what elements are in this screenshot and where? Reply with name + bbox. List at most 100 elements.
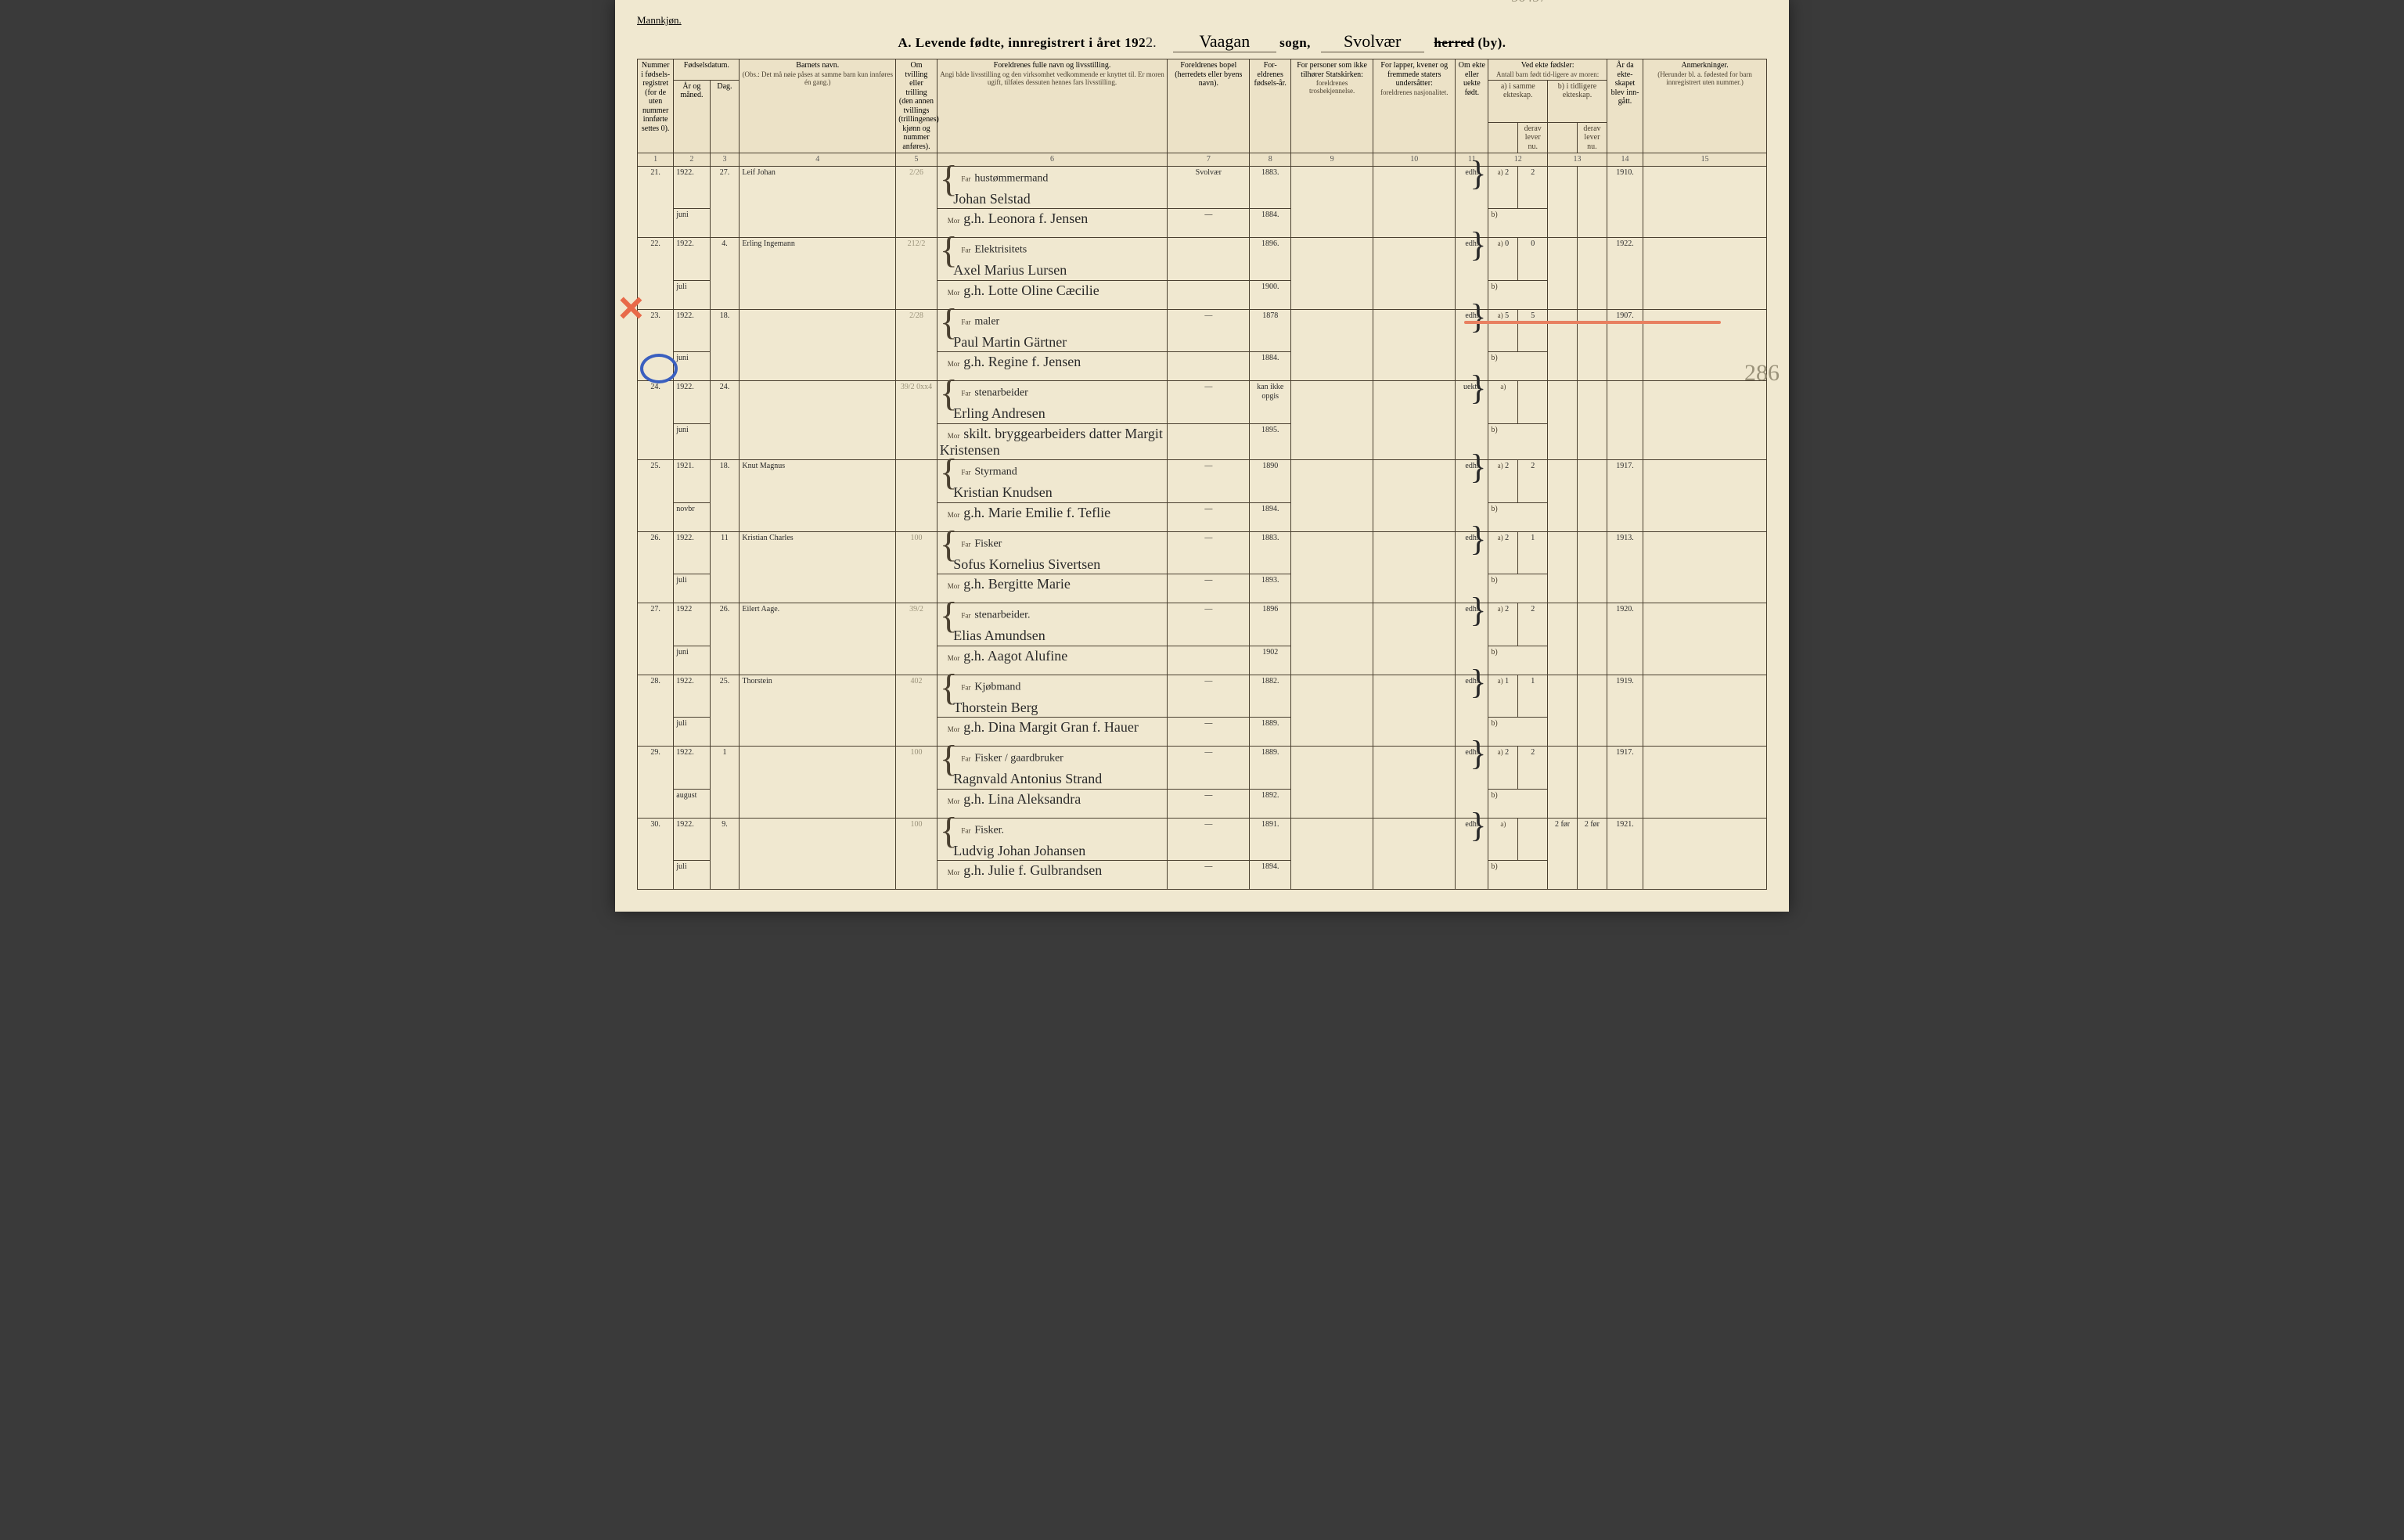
cell-year-married: 1921. bbox=[1607, 818, 1643, 889]
cell-child-name: Erling Ingemann bbox=[740, 238, 896, 309]
cell-far: { Far Kjøbmand Thorstein Berg bbox=[937, 675, 1167, 717]
cell-year: 1922. bbox=[674, 381, 710, 423]
cell-year: 1921. bbox=[674, 460, 710, 502]
col-trosbekjennelse: For personer som ikke tilhører Statskirk… bbox=[1291, 59, 1373, 153]
herred-value: Svolvær bbox=[1321, 31, 1424, 52]
cell-year-married: 1910. bbox=[1607, 167, 1643, 238]
cell-twin bbox=[896, 460, 937, 531]
record-row-far: 27.192226.Eilert Aage.39/2{ Far stenarbe… bbox=[638, 603, 1767, 646]
cell-nummer: 25. bbox=[638, 460, 674, 531]
cell-far: { Far maler Paul Martin Gärtner bbox=[937, 309, 1167, 351]
cell-a1: a) bbox=[1488, 818, 1518, 860]
cell-a2: 2 bbox=[1518, 603, 1548, 646]
cell-fy-far: 1896 bbox=[1250, 603, 1291, 646]
cell-twin: 39/2 0xx4 bbox=[896, 381, 937, 460]
col-tros-head: For personer som ikke tilhører Statskirk… bbox=[1294, 61, 1370, 79]
cell-fy-mor: 1895. bbox=[1250, 423, 1291, 459]
cell-far: { Far stenarbeider Erling Andresen bbox=[937, 381, 1167, 423]
cell-nummer: 23. bbox=[638, 309, 674, 380]
cell-far: { Far stenarbeider. Elias Amundsen bbox=[937, 603, 1167, 646]
colnum-2: 2 bbox=[674, 153, 710, 167]
cell-fy-far: 1882. bbox=[1250, 675, 1291, 717]
colnum-4: 4 bbox=[740, 153, 896, 167]
cell-nummer: 29. bbox=[638, 747, 674, 818]
col-bopel: Foreldrenes bopel (herredets eller byens… bbox=[1168, 59, 1250, 153]
cell-mor: Mor g.h. Dina Margit Gran f. Hauer bbox=[937, 718, 1167, 747]
cell-a2: 1 bbox=[1518, 675, 1548, 717]
col-ved-ekte-head: Ved ekte fødsler: bbox=[1491, 61, 1603, 70]
colnum-5: 5 bbox=[896, 153, 937, 167]
cell-year-married: 1919. bbox=[1607, 675, 1643, 746]
col-anmerkninger: Anmerkninger. (Herunder bl. a. fødested … bbox=[1643, 59, 1767, 153]
cell-fy-far: kan ikke opgis bbox=[1250, 381, 1291, 423]
cell-twin: 2/28 bbox=[896, 309, 937, 380]
cell-tros bbox=[1291, 167, 1373, 238]
cell-anmerkninger bbox=[1643, 747, 1767, 818]
cell-nasj bbox=[1373, 460, 1456, 531]
cell-year: 1922. bbox=[674, 675, 710, 717]
colnum-9: 9 bbox=[1291, 153, 1373, 167]
cell-year: 1922. bbox=[674, 531, 710, 574]
cell-b-label: b) bbox=[1488, 861, 1548, 890]
cell-fy-far: 1896. bbox=[1250, 238, 1291, 280]
cell-tros bbox=[1291, 381, 1373, 460]
col-ved-ekte: Ved ekte fødsler: Antall barn født tid-l… bbox=[1488, 59, 1607, 81]
colnum-15: 15 bbox=[1643, 153, 1767, 167]
cell-fy-mor: 1892. bbox=[1250, 789, 1291, 818]
cell-nummer: 22. bbox=[638, 238, 674, 309]
cell-bopel-mor: — bbox=[1168, 789, 1250, 818]
cell-twin: 100 bbox=[896, 818, 937, 889]
cell-b-label: b) bbox=[1488, 352, 1548, 381]
title-year-suffix: 2. bbox=[1146, 34, 1157, 50]
cell-a2: 2 bbox=[1518, 460, 1548, 502]
cell-bopel-far: — bbox=[1168, 381, 1250, 423]
cell-nasj bbox=[1373, 531, 1456, 603]
cell-day: 1 bbox=[710, 747, 740, 818]
col-anm-sub: (Herunder bl. a. fødested for barn innre… bbox=[1646, 70, 1764, 87]
cell-year: 1922. bbox=[674, 747, 710, 789]
cell-mor: Mor g.h. Marie Emilie f. Teflie bbox=[937, 502, 1167, 531]
cell-bopel-mor bbox=[1168, 280, 1250, 309]
cell-bopel-far: — bbox=[1168, 747, 1250, 789]
cell-a2 bbox=[1518, 381, 1548, 423]
cell-month: august bbox=[674, 789, 710, 818]
cell-far: { Far Fisker / gaardbruker Ragnvald Anto… bbox=[937, 747, 1167, 789]
cell-year: 1922. bbox=[674, 238, 710, 280]
cell-anmerkninger bbox=[1643, 818, 1767, 889]
cell-b1 bbox=[1548, 747, 1578, 818]
col-anm-head: Anmerkninger. bbox=[1646, 61, 1764, 70]
cell-nasj bbox=[1373, 309, 1456, 380]
cell-anmerkninger bbox=[1643, 238, 1767, 309]
cell-month: juni bbox=[674, 646, 710, 675]
cell-nummer: 28. bbox=[638, 675, 674, 746]
cell-fy-mor: 1894. bbox=[1250, 861, 1291, 890]
colnum-1: 1 bbox=[638, 153, 674, 167]
cell-b2 bbox=[1577, 167, 1607, 238]
cell-year: 1922. bbox=[674, 309, 710, 351]
cell-b2 bbox=[1577, 381, 1607, 460]
cell-b-label: b) bbox=[1488, 718, 1548, 747]
col-nasjonalitet: For lapper, kvener og fremmede staters u… bbox=[1373, 59, 1456, 153]
cell-a1: a) bbox=[1488, 381, 1518, 423]
cell-bopel-mor bbox=[1168, 352, 1250, 381]
col-ekte-uekte: Om ekte eller uekte født. bbox=[1456, 59, 1488, 153]
cell-year: 1922. bbox=[674, 818, 710, 860]
cell-a2: 2 bbox=[1518, 167, 1548, 209]
cell-mor: Mor skilt. bryggearbeiders datter Margit… bbox=[937, 423, 1167, 459]
cell-day: 18. bbox=[710, 460, 740, 531]
cell-b-label: b) bbox=[1488, 502, 1548, 531]
colnum-13: 13 bbox=[1548, 153, 1607, 167]
cell-bopel-far: — bbox=[1168, 603, 1250, 646]
cell-mor: Mor g.h. Lina Aleksandra bbox=[937, 789, 1167, 818]
col-dag: Dag. bbox=[710, 80, 740, 153]
col-foreldrenes-navn-head: Foreldrenes fulle navn og livsstilling. bbox=[940, 61, 1164, 70]
cell-day: 11 bbox=[710, 531, 740, 603]
cell-year-married: 1913. bbox=[1607, 531, 1643, 603]
cell-day: 18. bbox=[710, 309, 740, 380]
col-barnets-navn: Barnets navn. (Obs.: Det må nøie påses a… bbox=[740, 59, 896, 153]
pencil-margin-number: 286 bbox=[1744, 360, 1780, 387]
column-number-row: 1 2 3 4 5 6 7 8 9 10 11 12 13 14 15 bbox=[638, 153, 1767, 167]
cell-tros bbox=[1291, 747, 1373, 818]
cell-far: { Far Styrmand Kristian Knudsen bbox=[937, 460, 1167, 502]
cell-b1 bbox=[1548, 309, 1578, 380]
